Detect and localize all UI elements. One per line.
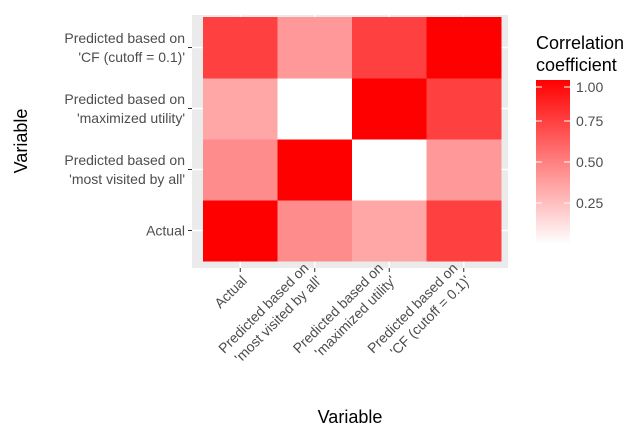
y-axis-ticks: Actual Predicted based on'most visited by… bbox=[64, 30, 192, 239]
legend-title-line-1: Correlation bbox=[536, 33, 624, 53]
x-axis-title: Variable bbox=[318, 407, 383, 427]
legend-tick-label: 1.00 bbox=[576, 79, 603, 95]
heatmap-cell bbox=[352, 139, 427, 201]
legend-tick-label: 0.75 bbox=[576, 113, 603, 129]
heatmap-cell bbox=[426, 78, 502, 140]
heatmap-cell bbox=[203, 139, 278, 201]
legend-ticks: 0.25 0.50 0.75 1.00 bbox=[536, 79, 603, 211]
y-tick-label: Predicted based on 'CF (cutoff = 0.1)' bbox=[64, 30, 185, 65]
legend-title-line-2: coefficient bbox=[536, 55, 617, 75]
y-tick-label: Predicted based on'maximized utility' bbox=[64, 91, 185, 126]
heatmap-cell bbox=[426, 17, 502, 79]
heatmap-cell bbox=[203, 78, 278, 140]
y-axis-title: Variable bbox=[11, 109, 31, 174]
x-tick-label-group: Actual bbox=[211, 272, 250, 311]
heatmap-cell bbox=[277, 139, 353, 201]
legend-tick-label: 0.50 bbox=[576, 154, 603, 170]
heatmap-cell bbox=[203, 200, 278, 262]
heatmap-cell bbox=[277, 200, 353, 262]
heatmap-cell bbox=[352, 17, 427, 79]
y-tick-label: Actual bbox=[146, 223, 185, 239]
heatmap-cells bbox=[203, 17, 502, 262]
heatmap-cell bbox=[352, 200, 427, 262]
legend-tick-label: 0.25 bbox=[576, 195, 603, 211]
legend: Correlation coefficient 0.25 0.50 0.75 1.00 bbox=[536, 33, 624, 244]
heatmap-cell bbox=[352, 78, 427, 140]
x-tick-label: Predicted based on'most visited by all' bbox=[215, 260, 324, 369]
heatmap-cell bbox=[277, 78, 353, 140]
y-tick-label: Predicted based on'most visited by all' bbox=[64, 152, 185, 187]
x-tick-label: Actual bbox=[211, 272, 250, 311]
heatmap-cell bbox=[426, 200, 502, 262]
heatmap-cell bbox=[426, 139, 502, 201]
x-tick-label-group: Predicted based on'most visited by all' bbox=[215, 260, 324, 369]
heatmap-cell bbox=[203, 17, 278, 79]
heatmap-cell bbox=[277, 17, 353, 79]
